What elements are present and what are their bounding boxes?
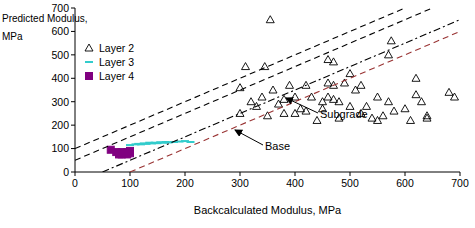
data-point: [127, 147, 134, 154]
legend: Layer 2 Layer 3 Layer 4: [85, 42, 134, 82]
data-point: [266, 16, 274, 23]
x-tick-label: 200: [176, 177, 194, 189]
reference-line: [75, 8, 433, 160]
data-point: [291, 93, 299, 100]
annotation-arrow: [235, 130, 263, 145]
y-tick-label: 0: [63, 166, 69, 178]
data-point: [412, 74, 420, 81]
data-point: [407, 116, 415, 123]
data-point: [236, 109, 244, 116]
data-point: [275, 100, 283, 107]
data-point: [390, 107, 398, 114]
y-tick-label: 700: [51, 2, 69, 14]
data-point: [280, 109, 288, 116]
data-point: [286, 81, 294, 88]
data-point: [385, 98, 393, 105]
y-tick-label: 600: [51, 25, 69, 37]
data-point: [324, 79, 332, 86]
reference-line: [130, 31, 460, 172]
annotation: Base: [265, 140, 290, 152]
data-point: [387, 37, 395, 44]
y-axis: [75, 8, 76, 172]
data-point: [346, 70, 354, 77]
reference-line: [103, 20, 461, 172]
annotation: Subgrade: [320, 108, 368, 120]
data-point: [269, 86, 277, 93]
legend-label: Layer 4: [99, 70, 134, 82]
data-point: [401, 105, 409, 112]
data-point: [236, 84, 244, 91]
data-point: [258, 93, 266, 100]
data-point: [335, 98, 343, 105]
data-point: [247, 98, 255, 105]
x-tick: [295, 172, 296, 176]
y-tick: [71, 125, 75, 126]
x-tick: [130, 172, 131, 176]
data-point: [418, 98, 426, 105]
data-point: [291, 109, 299, 116]
data-point: [379, 112, 387, 119]
plot-area: [75, 8, 460, 172]
y-axis-label-line: Predicted Modulus,: [2, 13, 90, 24]
x-tick-label: 400: [286, 177, 304, 189]
x-tick-label: 300: [231, 177, 249, 189]
data-point: [423, 114, 431, 121]
data-point: [324, 93, 332, 100]
y-tick: [71, 31, 75, 32]
legend-label: Layer 2: [99, 42, 134, 54]
data-point: [319, 98, 327, 105]
x-tick-label: 600: [396, 177, 414, 189]
data-point: [385, 51, 393, 58]
y-axis-label: Predicted Modulus, MPa: [2, 13, 90, 42]
x-tick: [240, 172, 241, 176]
data-point: [330, 58, 338, 65]
y-axis-label-line: MPa: [2, 31, 23, 42]
legend-symbol: [85, 61, 93, 63]
x-axis: [75, 172, 460, 173]
data-point: [368, 114, 376, 121]
legend-symbol: [85, 44, 93, 51]
x-tick-label: 500: [341, 177, 359, 189]
y-tick-label: 200: [51, 119, 69, 131]
y-tick: [71, 78, 75, 79]
data-point: [423, 112, 431, 119]
y-tick: [71, 172, 75, 173]
reference-line: [75, 8, 405, 149]
data-point: [445, 88, 453, 95]
data-point: [374, 93, 382, 100]
x-tick: [405, 172, 406, 176]
y-tick-label: 400: [51, 72, 69, 84]
x-tick: [185, 172, 186, 176]
data-point: [242, 63, 250, 70]
x-tick-label: 100: [121, 177, 139, 189]
y-tick-label: 500: [51, 49, 69, 61]
y-tick: [71, 8, 75, 9]
data-point: [357, 81, 365, 88]
x-tick: [460, 172, 461, 176]
data-point: [374, 116, 382, 123]
data-point: [352, 86, 360, 93]
data-point: [330, 95, 338, 102]
y-tick: [71, 54, 75, 55]
data-point: [451, 93, 459, 100]
chart: 0 100 200 300 400 500 600 700 0 100 200 300 400 500 60…: [0, 0, 475, 228]
legend-label: Layer 3: [99, 56, 134, 68]
y-tick: [71, 148, 75, 149]
y-tick: [71, 101, 75, 102]
x-tick-label: 0: [72, 177, 78, 189]
x-tick: [75, 172, 76, 176]
x-tick: [350, 172, 351, 176]
x-axis-label: Backcalculated Modulus, MPa: [194, 204, 342, 216]
legend-symbol: [86, 73, 93, 80]
data-point: [187, 141, 195, 143]
y-tick-label: 300: [51, 96, 69, 108]
y-tick-label: 100: [51, 142, 69, 154]
x-tick-label: 700: [451, 177, 469, 189]
data-point: [324, 56, 332, 63]
annotation-arrow: [286, 98, 318, 113]
data-point: [412, 91, 420, 98]
